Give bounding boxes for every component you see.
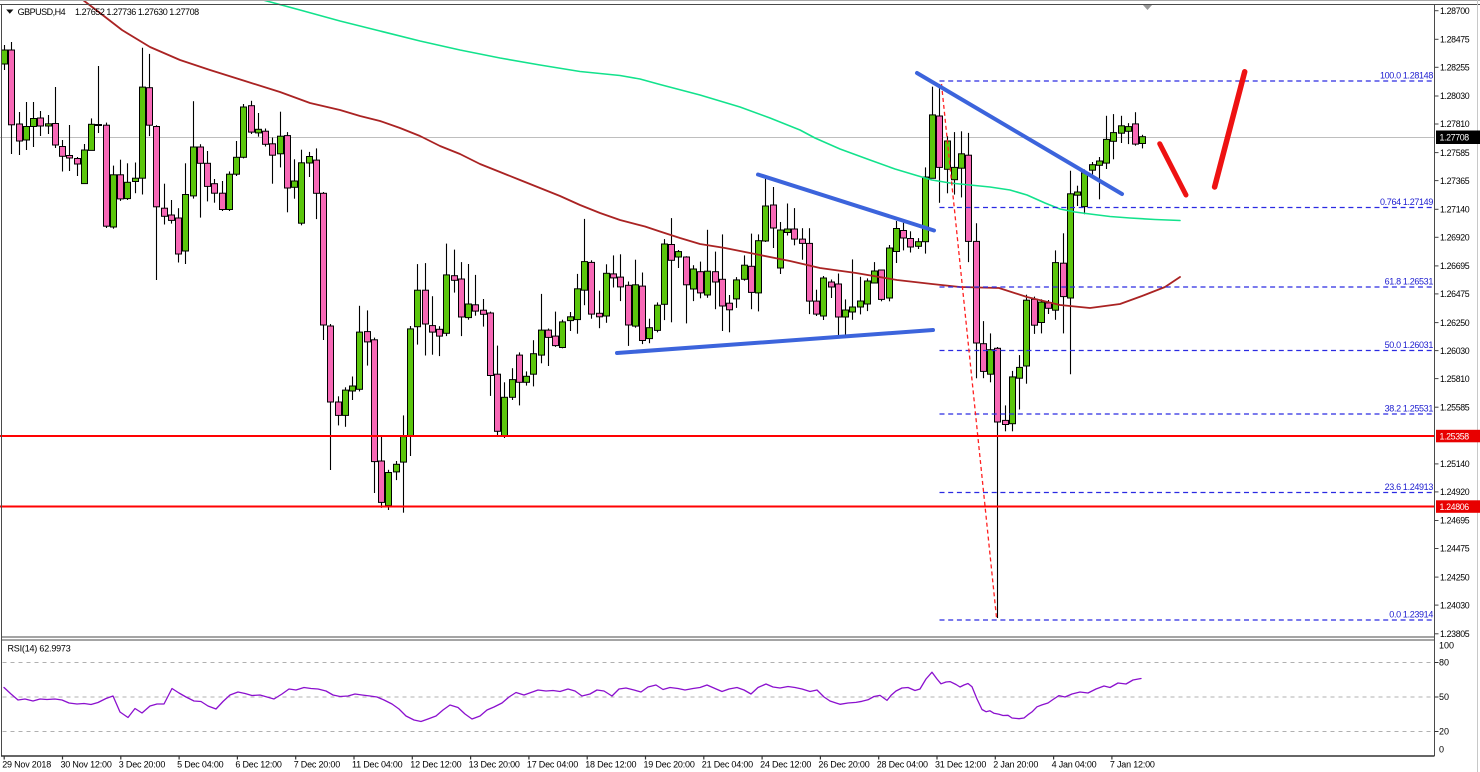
svg-text:30 Nov 12:00: 30 Nov 12:00 (61, 760, 112, 770)
svg-text:1.27810: 1.27810 (1440, 119, 1470, 129)
svg-text:80: 80 (1439, 658, 1449, 668)
svg-text:38.2 1.25531: 38.2 1.25531 (1385, 404, 1434, 414)
svg-text:GBPUSD,H4: GBPUSD,H4 (18, 7, 66, 17)
svg-text:5 Dec 04:00: 5 Dec 04:00 (177, 760, 224, 770)
svg-text:100.0 1.28148: 100.0 1.28148 (1380, 71, 1433, 81)
svg-text:1.24475: 1.24475 (1440, 544, 1470, 554)
svg-text:1.24030: 1.24030 (1440, 600, 1470, 610)
svg-text:31 Dec 12:00: 31 Dec 12:00 (935, 760, 986, 770)
svg-text:1.27585: 1.27585 (1440, 148, 1470, 158)
svg-text:1.25810: 1.25810 (1440, 374, 1470, 384)
svg-text:1.26030: 1.26030 (1440, 346, 1470, 356)
svg-text:3 Dec 20:00: 3 Dec 20:00 (119, 760, 166, 770)
svg-text:0.764 1.27149: 0.764 1.27149 (1380, 197, 1433, 207)
svg-text:12 Dec 12:00: 12 Dec 12:00 (410, 760, 461, 770)
svg-text:1.28255: 1.28255 (1440, 63, 1470, 73)
svg-text:29 Nov 2018: 29 Nov 2018 (2, 760, 51, 770)
svg-text:1.27652 1.27736 1.27630 1.2770: 1.27652 1.27736 1.27630 1.27708 (75, 7, 199, 17)
svg-text:21 Dec 04:00: 21 Dec 04:00 (702, 760, 753, 770)
svg-text:1.25585: 1.25585 (1440, 402, 1470, 412)
svg-text:1.26920: 1.26920 (1440, 233, 1470, 243)
svg-text:24 Dec 12:00: 24 Dec 12:00 (760, 760, 811, 770)
svg-text:100: 100 (1439, 641, 1454, 651)
svg-text:1.28475: 1.28475 (1440, 35, 1470, 45)
svg-text:7 Dec 20:00: 7 Dec 20:00 (294, 760, 341, 770)
svg-text:1.24695: 1.24695 (1440, 516, 1470, 526)
svg-text:11 Dec 04:00: 11 Dec 04:00 (352, 760, 403, 770)
svg-text:1.27140: 1.27140 (1440, 205, 1470, 215)
svg-text:6 Dec 12:00: 6 Dec 12:00 (235, 760, 282, 770)
svg-text:2 Jan 20:00: 2 Jan 20:00 (993, 760, 1038, 770)
svg-text:1.27365: 1.27365 (1440, 176, 1470, 186)
svg-text:1.26695: 1.26695 (1440, 261, 1470, 271)
svg-text:1.25140: 1.25140 (1440, 459, 1470, 469)
svg-text:1.28030: 1.28030 (1440, 91, 1470, 101)
svg-text:23.6 1.24913: 23.6 1.24913 (1385, 482, 1434, 492)
svg-text:0: 0 (1439, 745, 1444, 755)
svg-text:26 Dec 20:00: 26 Dec 20:00 (818, 760, 869, 770)
svg-text:50.0 1.26031: 50.0 1.26031 (1385, 340, 1434, 350)
svg-text:1.27708: 1.27708 (1440, 133, 1470, 143)
svg-text:28 Dec 04:00: 28 Dec 04:00 (877, 760, 928, 770)
svg-text:1.25358: 1.25358 (1440, 431, 1470, 441)
svg-text:1.26475: 1.26475 (1440, 289, 1470, 299)
svg-text:20: 20 (1439, 727, 1449, 737)
svg-text:1.28700: 1.28700 (1440, 6, 1470, 16)
svg-text:13 Dec 20:00: 13 Dec 20:00 (469, 760, 520, 770)
svg-text:50: 50 (1439, 692, 1449, 702)
svg-text:1.23805: 1.23805 (1440, 629, 1470, 639)
svg-text:RSI(14) 62.9973: RSI(14) 62.9973 (8, 644, 71, 654)
svg-text:61.8 1.26531: 61.8 1.26531 (1385, 277, 1434, 287)
svg-text:18 Dec 12:00: 18 Dec 12:00 (585, 760, 636, 770)
svg-text:17 Dec 04:00: 17 Dec 04:00 (527, 760, 578, 770)
svg-text:19 Dec 20:00: 19 Dec 20:00 (644, 760, 695, 770)
svg-text:0.0 1.23914: 0.0 1.23914 (1389, 610, 1433, 620)
svg-text:1.24920: 1.24920 (1440, 487, 1470, 497)
svg-text:1.24806: 1.24806 (1440, 502, 1470, 512)
svg-text:1.26250: 1.26250 (1440, 318, 1470, 328)
svg-text:4 Jan 04:00: 4 Jan 04:00 (1052, 760, 1097, 770)
svg-text:7 Jan 12:00: 7 Jan 12:00 (1110, 760, 1155, 770)
svg-text:1.24250: 1.24250 (1440, 572, 1470, 582)
